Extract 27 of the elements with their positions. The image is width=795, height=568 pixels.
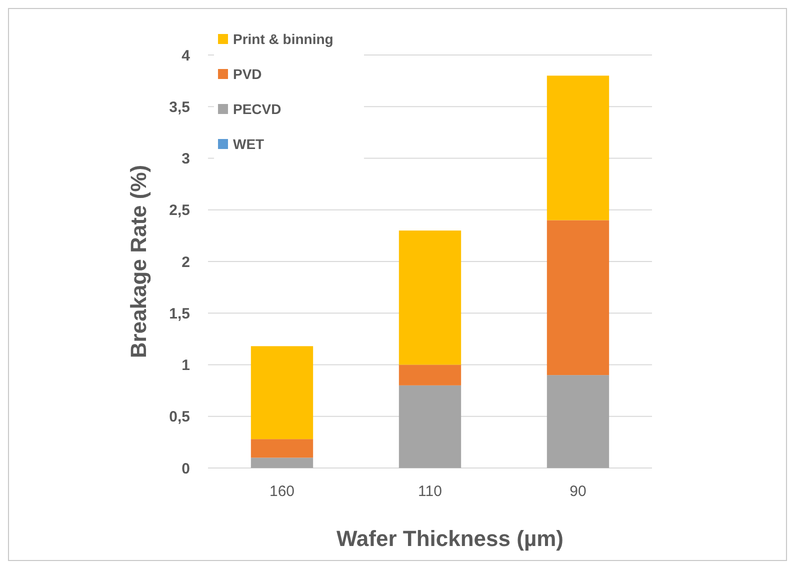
- x-tick-label: 110: [418, 483, 442, 500]
- y-tick-label: 0: [182, 460, 190, 478]
- bar: [250, 439, 314, 458]
- bar: [546, 375, 610, 468]
- x-axis-title: Wafer Thickness (µm): [336, 526, 564, 551]
- y-tick-label: 1,5: [169, 305, 190, 322]
- y-tick-label: 3,5: [169, 98, 190, 116]
- y-tick-label: 2: [182, 254, 190, 271]
- x-tick-label: 160: [269, 483, 295, 500]
- bar: [398, 385, 462, 468]
- legend-label: Print & binning: [233, 30, 334, 47]
- y-tick-label: 2,5: [169, 202, 190, 220]
- bar: [250, 346, 314, 440]
- bar: [546, 76, 610, 220]
- legend-label: PECVD: [233, 100, 282, 117]
- legend-label: WET: [233, 136, 265, 152]
- legend-label: PVD: [233, 66, 262, 82]
- bar: [250, 458, 314, 468]
- bar: [398, 364, 462, 386]
- bar: [546, 220, 610, 376]
- bar: [398, 230, 462, 365]
- y-tick-label: 3: [182, 150, 190, 168]
- y-tick-label: 4: [182, 47, 191, 64]
- y-axis-title: Breakage Rate (%): [126, 164, 151, 358]
- x-tick-label: 90: [570, 483, 586, 500]
- y-tick-label: 1: [182, 357, 190, 374]
- y-tick-label: 0,5: [169, 408, 190, 426]
